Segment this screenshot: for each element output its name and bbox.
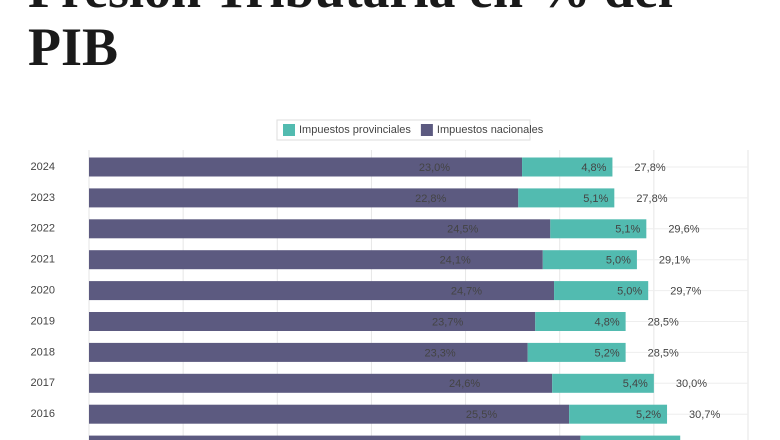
- y-tick-label: 2016: [31, 408, 55, 420]
- bar-segment: [518, 188, 615, 208]
- total-label: 27,8%: [634, 162, 665, 174]
- data-label: 23,7%: [432, 316, 463, 328]
- y-tick-label: 2018: [31, 346, 55, 358]
- bar-segment: [89, 312, 536, 331]
- y-tick-label: 2022: [31, 223, 55, 235]
- data-label: 23,0%: [419, 162, 450, 174]
- data-label: 24,6%: [449, 378, 480, 390]
- data-label: 24,1%: [440, 255, 471, 267]
- data-label: 5,1%: [615, 224, 640, 236]
- bar-segment: [535, 312, 626, 331]
- total-label: 28,5%: [648, 316, 679, 328]
- y-tick-label: 2021: [31, 254, 55, 266]
- legend-swatch: [420, 124, 433, 136]
- total-label: 29,7%: [670, 286, 701, 298]
- y-tick-label: 2020: [31, 285, 55, 297]
- bar-segment: [89, 373, 553, 393]
- total-label: 27,8%: [636, 193, 667, 205]
- legend-swatch: [283, 124, 295, 136]
- bar-segment: [89, 219, 551, 239]
- total-label: 30,7%: [689, 409, 720, 421]
- bar-segment: [89, 281, 555, 301]
- bar-segment: [554, 281, 649, 301]
- bar-segment: [552, 373, 654, 393]
- legend-label: Impuestos nacionales: [437, 124, 544, 136]
- bar-segment: [89, 342, 528, 362]
- bar-segment: [89, 157, 523, 177]
- data-label: 5,0%: [606, 255, 631, 267]
- data-label: 5,0%: [617, 286, 642, 298]
- bar-segment: [550, 219, 647, 239]
- y-tick-label: 2019: [31, 315, 55, 327]
- legend-box: [276, 119, 531, 141]
- y-tick-label: 2017: [31, 377, 55, 389]
- data-label: 24,5%: [447, 224, 478, 236]
- legend-label: Impuestos provinciales: [299, 124, 411, 136]
- total-label: 30,0%: [676, 378, 707, 390]
- bar-segment: [89, 404, 570, 424]
- bar-segment: [527, 342, 626, 362]
- y-tick-label: 2024: [31, 161, 55, 173]
- data-label: 22,8%: [415, 193, 446, 205]
- data-label: 24,7%: [451, 286, 482, 298]
- y-tick-label: 2023: [31, 192, 55, 204]
- bar-segment: [89, 188, 519, 208]
- total-label: 29,1%: [659, 255, 690, 267]
- data-label: 25,5%: [466, 409, 497, 421]
- bar-segment: [522, 157, 613, 177]
- total-label: 29,6%: [668, 224, 699, 236]
- data-label: 5,2%: [636, 409, 661, 421]
- data-label: 4,8%: [581, 162, 606, 174]
- bar-segment: [89, 250, 543, 270]
- data-label: 23,3%: [425, 347, 456, 359]
- bar-segment: [569, 404, 668, 424]
- total-label: 28,5%: [648, 347, 679, 359]
- data-label: 5,1%: [583, 193, 608, 205]
- bar-segment: [89, 435, 581, 440]
- bar-segment: [542, 250, 637, 270]
- chart-title: Presión Tributaria en % del PIB: [28, 0, 673, 77]
- bar-segment: [580, 435, 681, 440]
- data-label: 5,4%: [623, 378, 648, 390]
- data-label: 4,8%: [595, 316, 620, 328]
- data-label: 5,2%: [595, 347, 620, 359]
